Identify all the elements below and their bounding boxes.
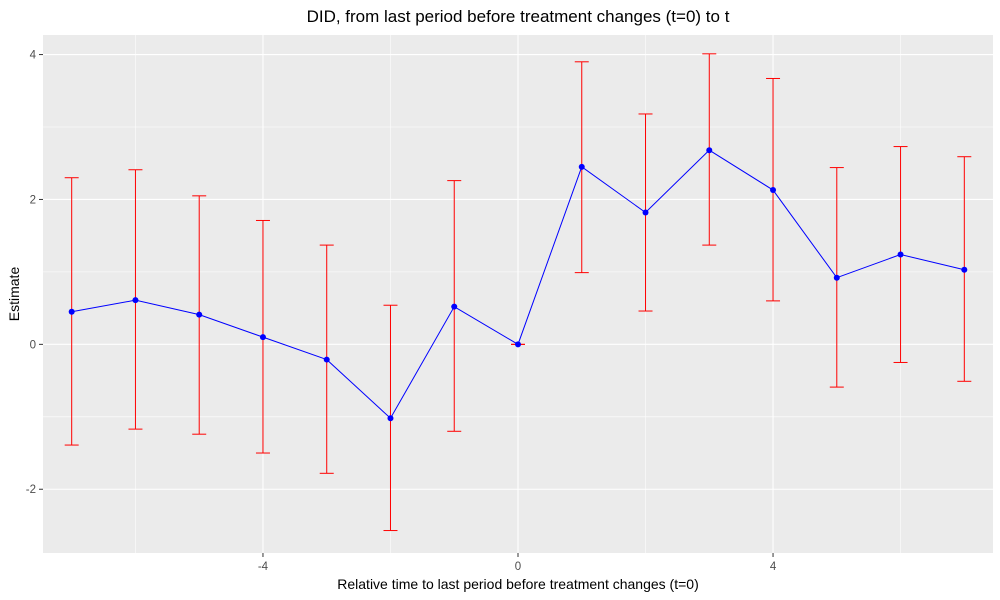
estimate-point (196, 311, 203, 318)
estimate-point (833, 274, 840, 281)
estimate-point (770, 187, 777, 194)
estimate-point (706, 147, 713, 154)
estimate-point (578, 163, 585, 170)
y-tick-label: 2 (30, 194, 36, 206)
estimate-point (323, 356, 330, 363)
estimate-point (961, 266, 968, 273)
y-tick-label: 4 (30, 50, 37, 62)
estimate-point (259, 334, 266, 341)
estimate-point (515, 341, 521, 348)
y-axis-title: Estimate (6, 267, 22, 322)
x-axis-title: Relative time to last period before trea… (337, 576, 698, 592)
estimate-point (897, 251, 904, 258)
estimate-point (68, 308, 75, 315)
estimate-point (642, 209, 649, 216)
y-tick-label: -2 (26, 484, 36, 496)
chart-title: DID, from last period before treatment c… (307, 7, 730, 26)
y-tick-label: 0 (30, 339, 36, 351)
x-tick-label: -4 (258, 561, 269, 573)
tick-layer: -4 0 4 -2 0 2 4 (26, 50, 777, 573)
estimate-point (132, 297, 139, 304)
estimate-point (387, 415, 394, 422)
x-tick-label: 0 (515, 561, 521, 573)
x-tick-label: 4 (770, 561, 777, 573)
point-layer (68, 147, 968, 422)
estimate-point (451, 303, 458, 310)
